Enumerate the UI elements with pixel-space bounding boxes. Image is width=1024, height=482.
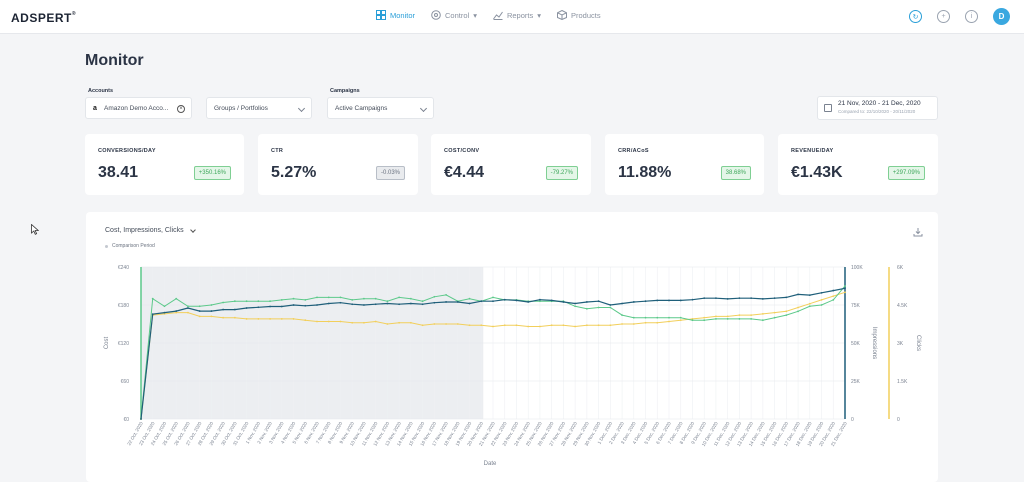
control-icon — [431, 10, 441, 20]
download-icon[interactable] — [913, 227, 923, 237]
kpi-change-badge: +297.09% — [887, 166, 925, 180]
nav-item-monitor[interactable]: Monitor — [376, 10, 415, 20]
nav-item-reports[interactable]: Reports ▾ — [493, 10, 541, 20]
accounts-label: Accounts — [88, 88, 114, 94]
amazon-icon: a — [93, 104, 97, 112]
kpi-change-badge: 38.68% — [720, 166, 751, 180]
kpi-change-badge: -79.27% — [545, 166, 578, 180]
kpi-card-conversions[interactable]: CONVERSIONS/DAY 38.41 +350.16% — [85, 134, 244, 195]
app-logo[interactable]: ADSPERT® — [11, 11, 77, 25]
kpi-value: 11.88% — [618, 164, 672, 181]
campaigns-value: Active Campaigns — [335, 104, 388, 112]
campaigns-select[interactable]: Active Campaigns — [327, 97, 434, 119]
chevron-down-icon — [419, 104, 428, 113]
calendar-icon — [824, 104, 832, 112]
kpi-label: REVENUE/DAY — [791, 148, 834, 154]
comparison-label: Comparison Period — [112, 243, 155, 249]
account-value: Amazon Demo Acco... — [104, 104, 169, 112]
avatar[interactable]: D — [993, 8, 1010, 25]
kpi-value: €4.44 — [444, 164, 485, 181]
monitor-icon — [376, 10, 386, 20]
kpi-card-crr-acos[interactable]: CRR/ACoS 11.88% 38.68% — [605, 134, 764, 195]
clear-icon[interactable]: × — [177, 105, 185, 113]
kpi-label: CRR/ACoS — [618, 148, 649, 154]
metric-selector[interactable]: Cost, Impressions, Clicks — [105, 226, 196, 234]
kpi-label: COST/CONV — [444, 148, 480, 154]
account-select[interactable]: a Amazon Demo Acco... × — [85, 97, 192, 119]
reports-icon — [493, 10, 503, 20]
products-icon — [557, 10, 567, 20]
date-compare-value: Compared to: 22/10/2020 - 20/11/2020 — [838, 109, 916, 114]
kpi-change-badge: -0.03% — [375, 166, 405, 180]
groups-select[interactable]: Groups / Portfolios — [206, 97, 312, 119]
nav-label: Control — [445, 10, 470, 20]
header-actions: ↻ + i D — [909, 8, 1010, 25]
top-navbar: ADSPERT® Monitor Control ▾ Reports ▾ — [0, 0, 1024, 34]
groups-value: Groups / Portfolios — [214, 104, 268, 112]
comparison-dot — [105, 244, 108, 248]
chevron-down-icon — [297, 104, 306, 113]
chevron-down-icon: ▾ — [473, 10, 477, 20]
chart-card — [86, 212, 938, 482]
date-range-picker[interactable]: 21 Nov, 2020 - 21 Dec, 2020 Compared to:… — [817, 96, 938, 120]
nav-item-control[interactable]: Control ▾ — [431, 10, 477, 20]
kpi-value: €1.43K — [791, 164, 843, 181]
chevron-down-icon — [189, 226, 196, 233]
kpi-value: 38.41 — [98, 164, 139, 181]
kpi-label: CTR — [271, 148, 284, 154]
kpi-change-badge: +350.16% — [193, 166, 231, 180]
metric-selector-label: Cost, Impressions, Clicks — [105, 227, 184, 234]
date-range-value: 21 Nov, 2020 - 21 Dec, 2020 — [838, 100, 921, 107]
kpi-card-revenue[interactable]: REVENUE/DAY €1.43K +297.09% — [778, 134, 938, 195]
kpi-value: 5.27% — [271, 164, 317, 181]
info-icon[interactable]: i — [965, 10, 978, 23]
page-title: Monitor — [85, 52, 144, 69]
nav-label: Products — [571, 10, 601, 20]
kpi-card-ctr[interactable]: CTR 5.27% -0.03% — [258, 134, 418, 195]
refresh-icon[interactable]: ↻ — [909, 10, 922, 23]
campaigns-label: Campaigns — [330, 88, 360, 94]
mouse-cursor-icon — [31, 224, 39, 235]
comparison-legend[interactable]: Comparison Period — [105, 243, 155, 249]
chevron-down-icon: ▾ — [537, 10, 541, 20]
kpi-card-cost-conv[interactable]: COST/CONV €4.44 -79.27% — [431, 134, 591, 195]
add-icon[interactable]: + — [937, 10, 950, 23]
nav-label: Reports — [506, 10, 534, 20]
nav-item-products[interactable]: Products — [557, 10, 601, 20]
kpi-label: CONVERSIONS/DAY — [98, 148, 156, 154]
nav-label: Monitor — [390, 10, 416, 20]
main-nav: Monitor Control ▾ Reports ▾ Products — [376, 10, 601, 20]
